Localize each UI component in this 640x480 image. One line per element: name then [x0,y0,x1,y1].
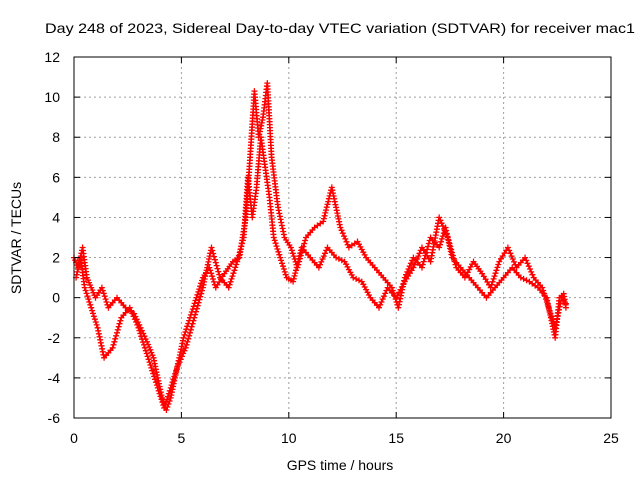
y-axis-tick-labels: -6 -4 -2 0 2 4 6 8 10 12 [44,49,60,426]
x-tick-label: 10 [281,430,297,446]
y-tick-label: -4 [48,370,61,386]
chart-title: Day 248 of 2023, Sidereal Day-to-day VTE… [45,20,635,36]
x-tick-label: 25 [603,430,619,446]
plot-frame [73,56,612,419]
y-tick-label: -6 [48,410,61,426]
y-tick-label: 6 [52,169,60,185]
y-tick-label: 0 [52,290,60,306]
x-axis-label: GPS time / hours [287,457,394,473]
x-tick-label: 20 [496,430,512,446]
y-axis-label: SDTVAR / TECUs [8,182,24,294]
y-tick-label: 2 [52,250,60,266]
y-tick-label: 8 [52,129,60,145]
y-tick-label: 10 [44,89,60,105]
sdtvar-trace-secondary-markers [73,134,569,411]
sdtvar-trace-secondary [73,134,569,411]
x-axis-tick-labels: 0 5 10 15 20 25 [70,430,619,446]
x-tick-label: 0 [70,430,78,446]
y-tick-label: 4 [52,209,60,225]
axis-ticks [73,56,612,419]
y-tick-label: -2 [48,330,61,346]
y-tick-label: 12 [44,49,60,65]
x-tick-label: 5 [178,430,186,446]
x-tick-label: 15 [388,430,404,446]
